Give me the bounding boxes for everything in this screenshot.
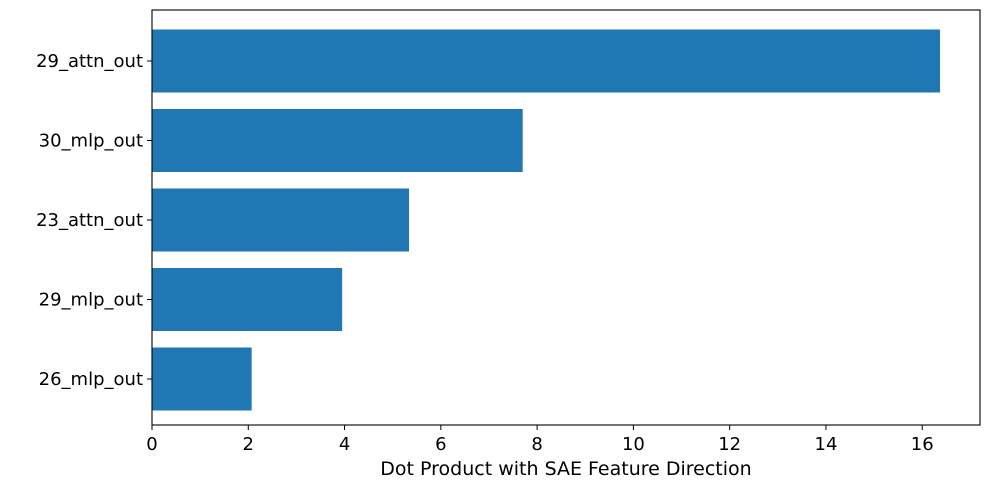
- x-tick-label: 16: [911, 434, 934, 455]
- bar-29_attn_out: [152, 29, 941, 93]
- x-tick-label: 8: [531, 434, 542, 455]
- bars-layer: [152, 29, 941, 411]
- y-axis: 29_attn_out 30_mlp_out 23_attn_out 29_mlp_o…: [36, 51, 152, 390]
- x-tick-label: 10: [622, 434, 645, 455]
- y-tick-label: 26_mlp_out: [39, 369, 143, 390]
- x-tick-label: 12: [718, 434, 741, 455]
- x-tick-label: 6: [435, 434, 446, 455]
- x-tick-label: 0: [146, 434, 157, 455]
- plot-frame: [151, 9, 981, 426]
- bar-29_mlp_out: [152, 268, 343, 331]
- bar-23_attn_out: [152, 188, 410, 252]
- x-tick-label: 2: [243, 434, 254, 455]
- x-tick-label: 4: [339, 434, 350, 455]
- bar-26_mlp_out: [152, 347, 252, 411]
- y-tick-label: 23_attn_out: [36, 210, 143, 231]
- bar-30_mlp_out: [152, 109, 523, 172]
- x-axis-title: Dot Product with SAE Feature Direction: [380, 458, 751, 480]
- y-tick-label: 29_attn_out: [36, 51, 143, 72]
- y-tick-label: 29_mlp_out: [39, 290, 143, 311]
- x-tick-label: 14: [815, 434, 838, 455]
- y-tick-label: 30_mlp_out: [39, 131, 143, 152]
- x-axis: 0 2 4 6 8 10 12 14 16: [146, 425, 934, 455]
